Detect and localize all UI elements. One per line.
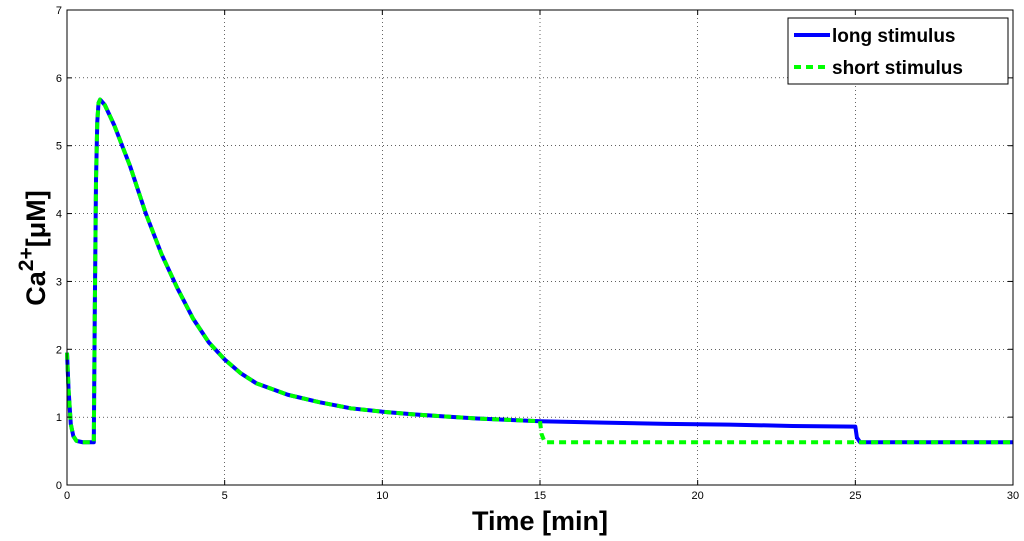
legend-label-short-stimulus: short stimulus: [832, 58, 963, 79]
series-layer: [65, 97, 1013, 445]
y-axis-title-sup: 2+: [15, 247, 38, 271]
x-tick-label: 5: [222, 490, 228, 502]
y-tick-label: 7: [56, 5, 62, 17]
x-tick-label: 10: [376, 490, 388, 502]
y-tick-label: 2: [56, 344, 62, 356]
series-line-short-stimulus: [65, 97, 1013, 445]
y-axis-title-base: Ca: [21, 270, 51, 305]
ticks: 0 5 10 15 20 25 30 0 1 2 3 4 5 6 7: [56, 5, 1019, 502]
y-tick-label: 0: [56, 480, 62, 492]
legend-box: [787, 17, 1009, 85]
x-tick-label: 0: [64, 490, 70, 502]
y-tick-label: 5: [56, 141, 62, 153]
y-tick-label: 6: [56, 73, 62, 85]
legend-label-long-stimulus: long stimulus: [832, 26, 956, 47]
x-tick-label: 25: [849, 490, 861, 502]
legend: long stimulus short stimulus: [787, 17, 1009, 85]
x-tick-label: 20: [692, 490, 704, 502]
x-tick-label: 30: [1007, 490, 1019, 502]
x-tick-label: 15: [534, 490, 546, 502]
y-tick-label: 4: [56, 209, 62, 221]
y-axis-title: Ca2+[μM]: [15, 190, 51, 305]
plot-area: [67, 10, 1013, 485]
y-tick-label: 3: [56, 276, 62, 288]
y-axis-title-unit: [μM]: [21, 190, 51, 247]
x-axis-title: Time [min]: [472, 506, 608, 536]
y-tick-label: 1: [56, 412, 62, 424]
